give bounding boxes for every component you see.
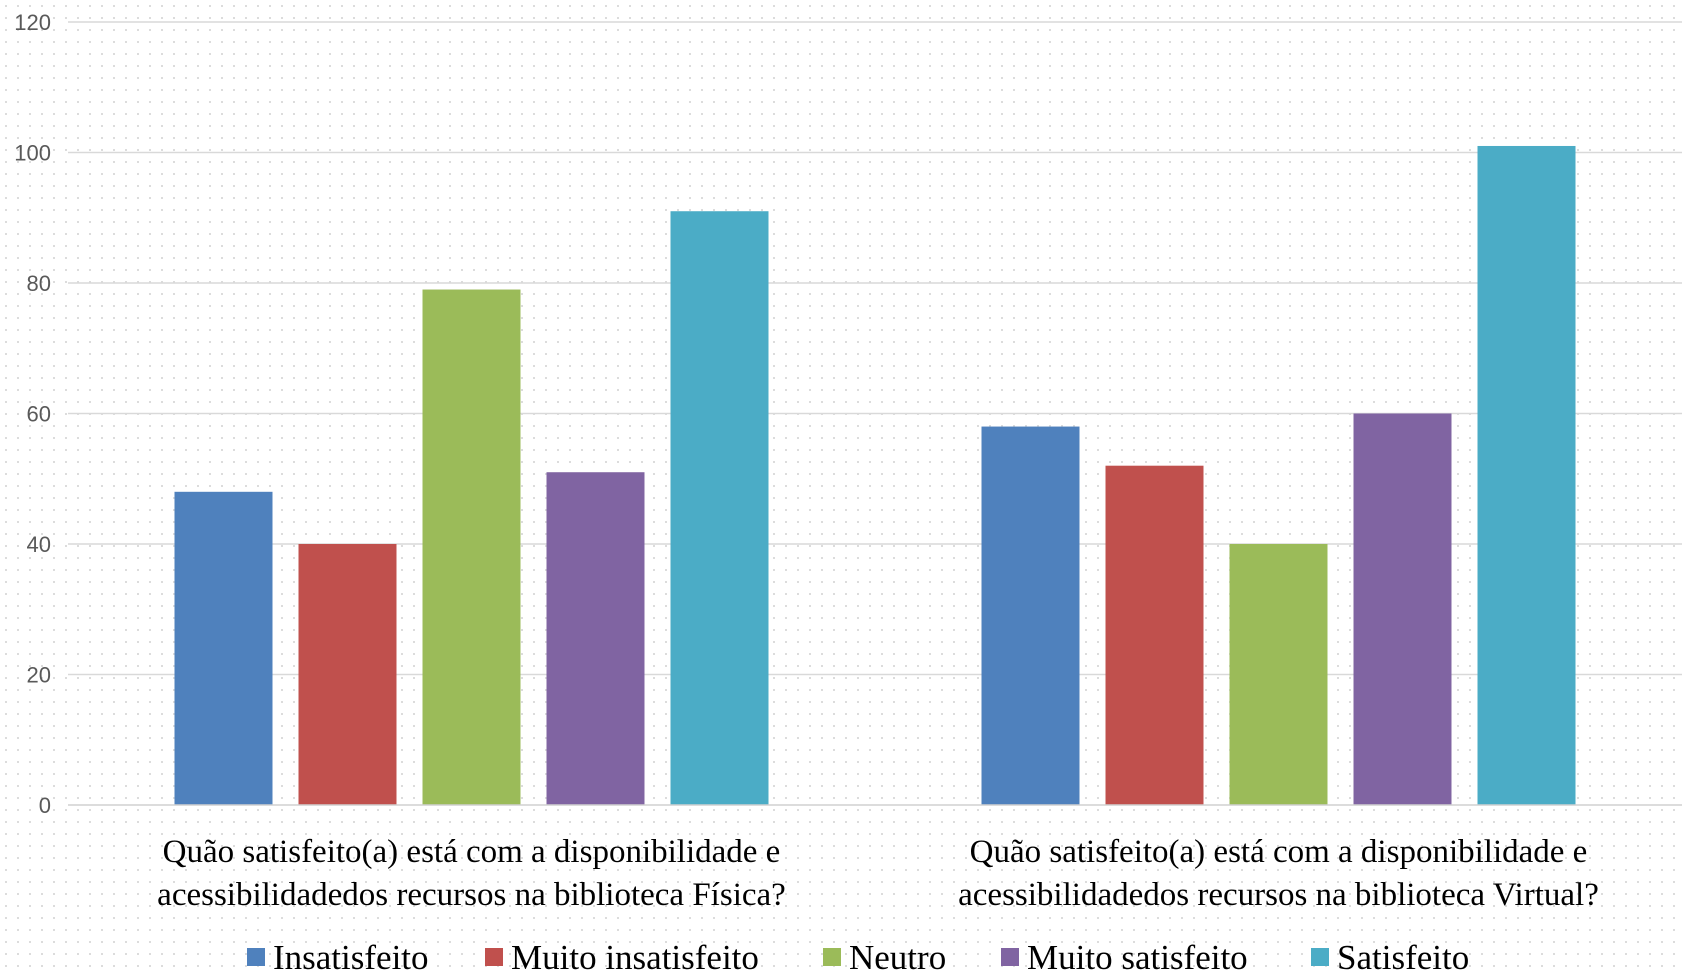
bar-insatisfeito-cat2 bbox=[981, 426, 1080, 805]
legend-swatch-satisfeito bbox=[1311, 948, 1329, 966]
legend-swatch-muito-insatisfeito bbox=[485, 948, 503, 966]
bar-muito-satisfeito-cat1 bbox=[546, 472, 645, 805]
category-label-1-line-1: Quão satisfeito(a) está com a disponibil… bbox=[163, 834, 781, 870]
category-labels: Quão satisfeito(a) está com a disponibil… bbox=[157, 834, 1599, 913]
category-label-2-line-2: acessibilidadedos recursos na biblioteca… bbox=[958, 877, 1599, 913]
bar-neutro-cat2 bbox=[1229, 544, 1328, 805]
legend: Insatisfeito Muito insatisfeito Neutro Muit… bbox=[247, 938, 1469, 975]
y-tick-label-120: 120 bbox=[14, 10, 51, 35]
y-tick-label-40: 40 bbox=[27, 532, 51, 557]
legend-label-satisfeito: Satisfeito bbox=[1337, 938, 1469, 975]
legend-swatch-muito-satisfeito bbox=[1001, 948, 1019, 966]
bar-muito-satisfeito-cat2 bbox=[1353, 413, 1452, 805]
legend-label-muito-insatisfeito: Muito insatisfeito bbox=[511, 938, 759, 975]
y-tick-label-0: 0 bbox=[39, 793, 51, 818]
y-tick-label-20: 20 bbox=[27, 663, 51, 688]
bar-muito-insatisfeito-cat2 bbox=[1105, 465, 1204, 805]
y-tick-label-100: 100 bbox=[14, 141, 51, 166]
y-axis-ticks: 0 20 40 60 80 100 120 bbox=[14, 10, 51, 818]
bars bbox=[174, 145, 1576, 806]
bar-neutro-cat1 bbox=[422, 289, 521, 805]
category-label-2-line-1: Quão satisfeito(a) está com a disponibil… bbox=[970, 834, 1588, 870]
bar-insatisfeito-cat1 bbox=[174, 491, 273, 805]
legend-label-insatisfeito: Insatisfeito bbox=[273, 938, 429, 975]
y-tick-label-80: 80 bbox=[27, 271, 51, 296]
legend-swatch-neutro bbox=[823, 948, 841, 966]
legend-label-muito-satisfeito: Muito satisfeito bbox=[1027, 938, 1248, 975]
bar-satisfeito-cat2 bbox=[1477, 145, 1576, 806]
bar-satisfeito-cat1 bbox=[670, 211, 769, 806]
bar-muito-insatisfeito-cat1 bbox=[298, 544, 397, 805]
y-tick-label-60: 60 bbox=[27, 402, 51, 427]
legend-label-neutro: Neutro bbox=[849, 938, 946, 975]
category-label-1-line-2: acessibilidadedos recursos na biblioteca… bbox=[157, 877, 786, 913]
legend-swatch-insatisfeito bbox=[247, 948, 265, 966]
